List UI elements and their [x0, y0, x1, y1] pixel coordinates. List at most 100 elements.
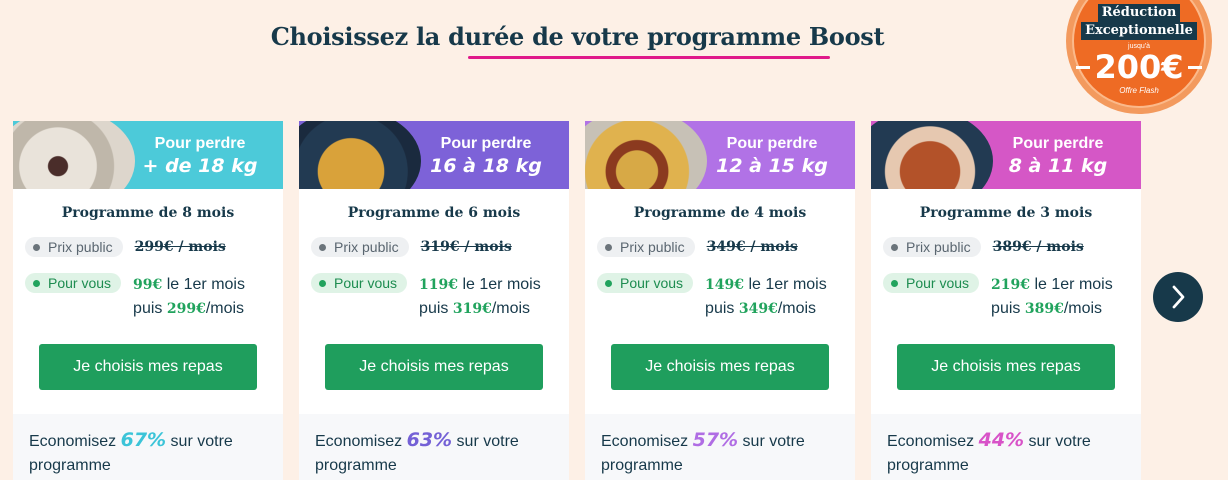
bullet-icon [33, 279, 40, 287]
your-price-row: Pour vous 219€ le 1er mois puis 389€/moi… [883, 273, 1113, 321]
weight-goal-range: 12 à 15 kg [716, 155, 828, 177]
weight-goal-range: + de 18 kg [142, 155, 258, 177]
public-price-value: 389€ / mois [992, 239, 1084, 255]
weight-goal: Pour perdre + de 18 kg [131, 135, 269, 177]
your-price-label: Pour vous [334, 275, 398, 291]
weight-goal: Pour perdre 16 à 18 kg [417, 135, 555, 177]
public-price-value: 319€ / mois [420, 239, 512, 255]
first-month-text: le 1er mois [748, 276, 827, 293]
next-arrow-button[interactable] [1153, 272, 1203, 322]
your-price-label: Pour vous [620, 275, 684, 291]
program-duration: Programme de 3 mois [919, 205, 1093, 221]
card-header: Pour perdre 8 à 11 kg [871, 121, 1141, 189]
first-month-price: 149€ [705, 277, 745, 293]
weight-goal-label: Pour perdre [440, 135, 532, 152]
card-header: Pour perdre + de 18 kg [13, 121, 283, 189]
bullet-icon [891, 279, 898, 287]
monthly-suffix: /mois [205, 300, 245, 317]
program-card: Pour perdre 8 à 11 kg Programme de 3 moi… [871, 121, 1141, 480]
your-price-row: Pour vous 119€ le 1er mois puis 319€/moi… [311, 273, 541, 321]
badge-amount: 200€ [1094, 48, 1184, 86]
savings-percent: 57% [692, 429, 739, 451]
your-price-pill: Pour vous [883, 273, 980, 293]
monthly-price: 389€ [1024, 301, 1064, 317]
badge-dash-right [1187, 65, 1202, 69]
bullet-icon [33, 243, 40, 251]
discount-badge-inner: Réduction Exceptionnelle jusqu'à 200€ Of… [1072, 0, 1206, 108]
your-price-pill: Pour vous [597, 273, 694, 293]
choose-meals-button[interactable]: Je choisis mes repas [897, 344, 1115, 390]
weight-goal-label: Pour perdre [726, 135, 818, 152]
program-card: Pour perdre + de 18 kg Programme de 8 mo… [13, 121, 283, 480]
savings-suffix: sur votre programme [601, 433, 805, 474]
card-header: Pour perdre 16 à 18 kg [299, 121, 569, 189]
your-price-row: Pour vous 99€ le 1er mois puis 299€/mois [25, 273, 245, 321]
your-price-row: Pour vous 149€ le 1er mois puis 349€/moi… [597, 273, 827, 321]
public-price-label: Prix public [48, 239, 113, 255]
savings-banner: Economisez 67% sur votre programme [13, 414, 283, 480]
monthly-price: 319€ [452, 301, 492, 317]
public-price-row: Prix public 319€ / mois [311, 237, 512, 257]
badge-line-2: Exceptionnelle [1081, 22, 1197, 40]
bullet-icon [605, 279, 612, 287]
weight-goal: Pour perdre 12 à 15 kg [703, 135, 841, 177]
title-underline [468, 56, 830, 59]
savings-prefix: Economisez [29, 433, 117, 450]
first-month-text: le 1er mois [1034, 276, 1113, 293]
meal-photo [299, 121, 421, 189]
first-month-text: le 1er mois [166, 276, 245, 293]
public-price-label: Prix public [620, 239, 685, 255]
meal-photo [13, 121, 135, 189]
choose-meals-button[interactable]: Je choisis mes repas [39, 344, 257, 390]
your-price-pill: Pour vous [25, 273, 122, 293]
bullet-icon [319, 279, 326, 287]
public-price-pill: Prix public [597, 237, 695, 257]
then-text: puis [705, 300, 735, 317]
monthly-suffix: /mois [777, 300, 817, 317]
choose-meals-button[interactable]: Je choisis mes repas [611, 344, 829, 390]
savings-prefix: Economisez [601, 433, 689, 450]
choose-meals-button[interactable]: Je choisis mes repas [325, 344, 543, 390]
your-price-pill: Pour vous [311, 273, 408, 293]
monthly-suffix: /mois [1063, 300, 1103, 317]
card-header: Pour perdre 12 à 15 kg [585, 121, 855, 189]
weight-goal-range: 8 à 11 kg [1008, 155, 1108, 177]
first-month-price: 99€ [133, 277, 163, 293]
first-month-price: 219€ [991, 277, 1031, 293]
first-month-text: le 1er mois [462, 276, 541, 293]
public-price-pill: Prix public [25, 237, 123, 257]
page-title: Choisissez la durée de votre programme B… [270, 22, 885, 51]
savings-suffix: sur votre programme [315, 433, 519, 474]
weight-goal-label: Pour perdre [154, 135, 246, 152]
savings-prefix: Economisez [887, 433, 975, 450]
monthly-price: 349€ [738, 301, 778, 317]
public-price-pill: Prix public [311, 237, 409, 257]
badge-line-1: Réduction [1097, 4, 1181, 22]
your-price-value: 119€ le 1er mois puis 319€/mois [419, 273, 541, 321]
savings-banner: Economisez 44% sur votre programme [871, 414, 1141, 480]
your-price-value: 149€ le 1er mois puis 349€/mois [705, 273, 827, 321]
savings-percent: 63% [406, 429, 453, 451]
monthly-suffix: /mois [491, 300, 531, 317]
your-price-label: Pour vous [48, 275, 112, 291]
public-price-label: Prix public [906, 239, 971, 255]
savings-percent: 44% [978, 429, 1025, 451]
meal-photo [871, 121, 993, 189]
badge-upto: jusqu'à [1128, 43, 1150, 50]
public-price-row: Prix public 389€ / mois [883, 237, 1084, 257]
public-price-row: Prix public 349€ / mois [597, 237, 798, 257]
then-text: puis [991, 300, 1021, 317]
bullet-icon [891, 243, 898, 251]
monthly-price: 299€ [166, 301, 206, 317]
your-price-value: 219€ le 1er mois puis 389€/mois [991, 273, 1113, 321]
then-text: puis [133, 300, 163, 317]
weight-goal-range: 16 à 18 kg [430, 155, 542, 177]
badge-dash-left [1076, 65, 1091, 69]
page-title-wrap: Choisissez la durée de votre programme B… [0, 22, 1155, 51]
savings-banner: Economisez 57% sur votre programme [585, 414, 855, 480]
program-duration: Programme de 8 mois [61, 205, 235, 221]
program-duration: Programme de 4 mois [633, 205, 807, 221]
weight-goal: Pour perdre 8 à 11 kg [989, 135, 1127, 177]
public-price-row: Prix public 299€ / mois [25, 237, 226, 257]
savings-banner: Economisez 63% sur votre programme [299, 414, 569, 480]
